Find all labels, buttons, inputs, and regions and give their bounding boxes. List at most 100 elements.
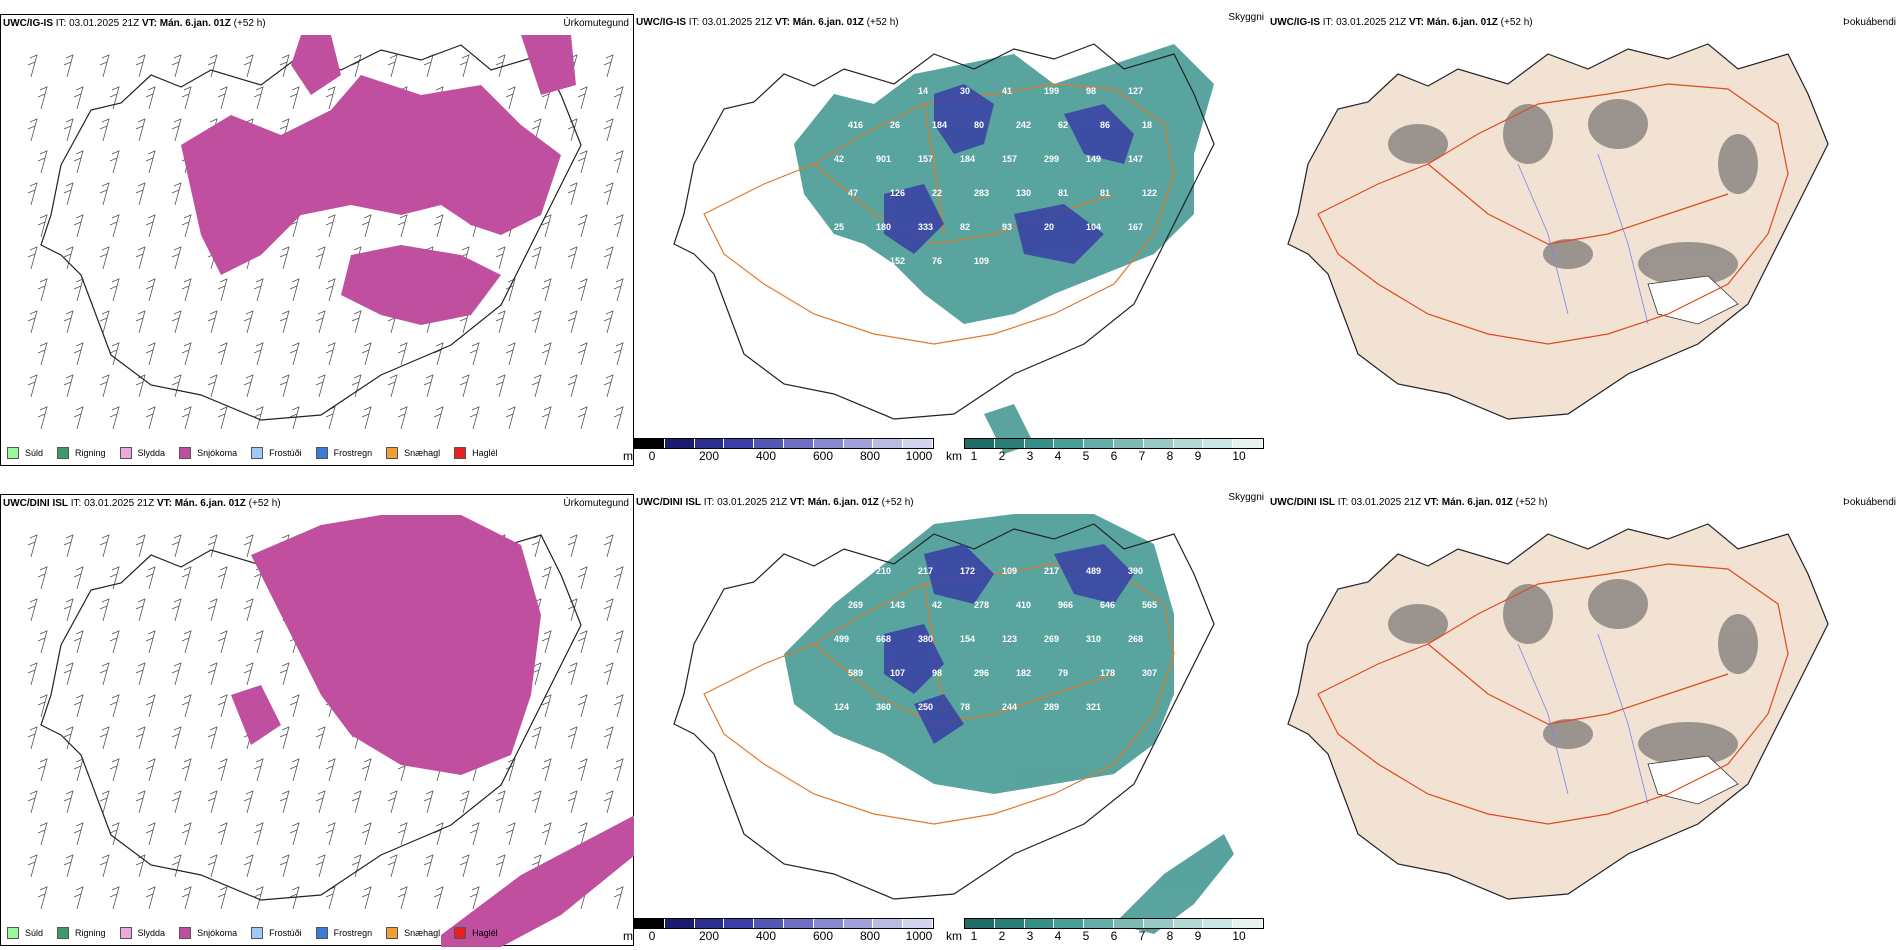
wind-barb bbox=[603, 310, 614, 334]
wind-barb bbox=[469, 822, 480, 846]
wind-barb bbox=[207, 54, 218, 78]
wind-barb bbox=[279, 310, 290, 334]
wind-barb bbox=[207, 598, 218, 622]
wind-barb bbox=[279, 54, 290, 78]
wind-barb bbox=[171, 790, 182, 814]
wind-barb bbox=[145, 886, 156, 910]
wind-barb bbox=[577, 566, 588, 590]
snow-height-label: 410 bbox=[1016, 600, 1031, 610]
snow-height-label: 244 bbox=[1002, 702, 1017, 712]
iceland-land bbox=[1287, 523, 1829, 900]
wind-barb bbox=[289, 278, 300, 302]
precip-legend: Súld Rigning Slydda Snjókoma Frostúði Fr… bbox=[7, 927, 498, 939]
snow-height-label: 172 bbox=[960, 566, 975, 576]
wind-barb bbox=[613, 630, 624, 654]
wind-barb bbox=[423, 854, 434, 878]
glacier bbox=[1647, 275, 1739, 325]
snow-height-label: 565 bbox=[1142, 600, 1157, 610]
wind-barb bbox=[603, 790, 614, 814]
wind-barb bbox=[217, 566, 228, 590]
snow-height-label: 109 bbox=[1002, 566, 1017, 576]
wind-barb bbox=[531, 246, 542, 270]
height-tick: 800 bbox=[859, 929, 881, 943]
snow-height-label: 178 bbox=[1100, 668, 1115, 678]
wind-barb bbox=[577, 758, 588, 782]
snow-height-label: 42 bbox=[932, 600, 942, 610]
fog-panel-row1: UWC/IG-IS IT: 03.01.2025 21Z VT: Mán. 6.… bbox=[1268, 14, 1900, 466]
wind-barb bbox=[73, 886, 84, 910]
vis-areas bbox=[794, 44, 1214, 454]
panel-label: Úrkomutegund bbox=[563, 18, 629, 29]
road-network bbox=[1317, 83, 1789, 345]
wind-barbs bbox=[27, 54, 624, 430]
wind-barb bbox=[397, 214, 408, 238]
snow-height-label: 130 bbox=[1016, 188, 1031, 198]
precip-map bbox=[27, 515, 635, 947]
wind-barb bbox=[495, 246, 506, 270]
wind-barb bbox=[109, 406, 120, 430]
vis-tick: 7 bbox=[1138, 449, 1146, 463]
wind-barb bbox=[243, 310, 254, 334]
legend-item: Slydda bbox=[119, 927, 165, 939]
wind-barb bbox=[135, 374, 146, 398]
wind-barb bbox=[387, 790, 398, 814]
panel-label: Þokuábendi bbox=[1843, 497, 1896, 508]
snow-height-label: 124 bbox=[834, 702, 849, 712]
snow-height-label: 78 bbox=[960, 702, 970, 712]
wind-barb bbox=[27, 374, 38, 398]
snow-height-label: 589 bbox=[848, 668, 863, 678]
wind-barb bbox=[459, 790, 470, 814]
legend-item: Rigning bbox=[57, 447, 106, 459]
iceland-outline bbox=[40, 524, 582, 901]
wind-barb bbox=[181, 86, 192, 110]
wind-barb bbox=[603, 182, 614, 206]
wind-barb bbox=[37, 150, 48, 174]
legend-item: Snjókoma bbox=[179, 447, 237, 459]
wind-barb bbox=[577, 342, 588, 366]
wind-barb bbox=[217, 694, 228, 718]
wind-barb bbox=[99, 790, 110, 814]
vis-tick: 1 bbox=[970, 929, 978, 943]
snow-height-label: 310 bbox=[1086, 634, 1101, 644]
wind-barb bbox=[289, 86, 300, 110]
wind-barb bbox=[207, 854, 218, 878]
wind-barb bbox=[397, 822, 408, 846]
wind-barb bbox=[253, 86, 264, 110]
wind-barb bbox=[73, 406, 84, 430]
snow-height-label: 42 bbox=[834, 154, 844, 164]
wind-barb bbox=[351, 54, 362, 78]
wind-barb bbox=[135, 54, 146, 78]
wind-barb bbox=[361, 886, 372, 910]
wind-barb bbox=[207, 310, 218, 334]
wind-barb bbox=[315, 726, 326, 750]
snow-height-label: 139 bbox=[848, 256, 863, 266]
wind-barb bbox=[433, 342, 444, 366]
wind-barb bbox=[135, 790, 146, 814]
snow-height-label: 416 bbox=[848, 120, 863, 130]
snow-height-label: 380 bbox=[918, 634, 933, 644]
wind-barb bbox=[289, 822, 300, 846]
vis-tick: 6 bbox=[1110, 449, 1118, 463]
snow-height-label: 109 bbox=[974, 256, 989, 266]
wind-barb bbox=[495, 310, 506, 334]
wind-barb bbox=[109, 630, 120, 654]
height-tick: 400 bbox=[755, 929, 777, 943]
wind-barb bbox=[135, 534, 146, 558]
wind-barb bbox=[603, 726, 614, 750]
wind-barb bbox=[37, 886, 48, 910]
wind-barb bbox=[63, 726, 74, 750]
wind-barb bbox=[181, 758, 192, 782]
snow-height-label: 14 bbox=[918, 86, 928, 96]
precip-legend: Súld Rigning Slydda Snjókoma Frostúði Fr… bbox=[7, 447, 498, 459]
vis-colorbar: km 1 2 3 4 5 6 7 8 9 10 bbox=[946, 918, 1264, 943]
rivers bbox=[1517, 153, 1649, 325]
height-unit: m bbox=[623, 929, 633, 943]
legend-item: Slydda bbox=[119, 447, 165, 459]
wind-barb bbox=[243, 854, 254, 878]
iceland-outline bbox=[673, 43, 1215, 420]
wind-barb bbox=[361, 342, 372, 366]
snow-height-label: 93 bbox=[1002, 222, 1012, 232]
wind-barb bbox=[37, 630, 48, 654]
wind-barb bbox=[171, 54, 182, 78]
fog-map bbox=[1287, 523, 1829, 900]
